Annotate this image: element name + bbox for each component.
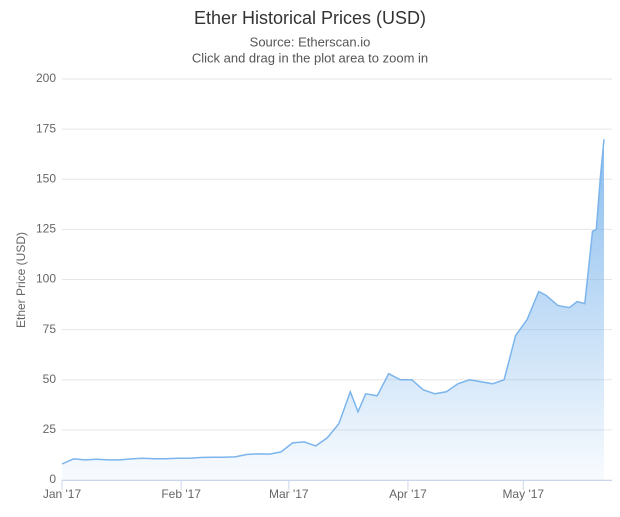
area-fill <box>62 139 604 480</box>
y-tick-label: 50 <box>43 372 57 386</box>
x-tick-label: Mar '17 <box>269 487 309 501</box>
y-tick-label: 175 <box>36 121 56 135</box>
area-line <box>61 139 605 465</box>
chart-subtitle: Source: Etherscan.io <box>250 34 371 49</box>
chart-note: Click and drag in the plot area to zoom … <box>192 50 428 65</box>
x-tick-label: Jan '17 <box>43 487 82 501</box>
y-tick-label: 200 <box>36 71 56 85</box>
y-axis-label: Ether Price (USD) <box>14 232 28 328</box>
y-tick-label: 150 <box>36 171 56 185</box>
chart-title: Ether Historical Prices (USD) <box>194 8 426 28</box>
y-tick-label: 125 <box>36 222 56 236</box>
x-tick-label: Apr '17 <box>389 487 427 501</box>
y-tick-label: 75 <box>43 322 57 336</box>
y-tick-label: 100 <box>36 272 56 286</box>
y-tick-label: 0 <box>49 472 56 486</box>
y-tick-label: 25 <box>43 422 57 436</box>
x-tick-label: May '17 <box>502 487 544 501</box>
x-tick-label: Feb '17 <box>161 487 201 501</box>
